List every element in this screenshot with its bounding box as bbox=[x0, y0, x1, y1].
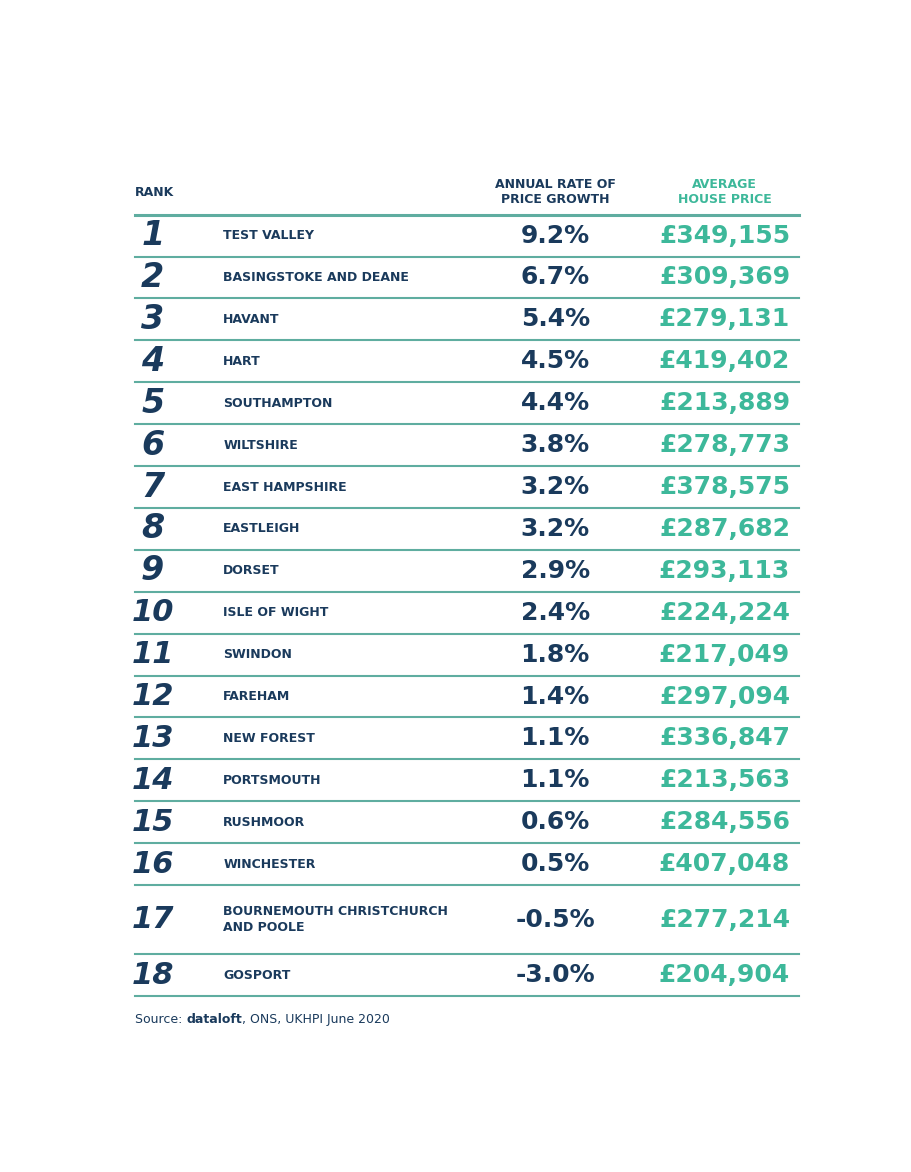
Text: £277,214: £277,214 bbox=[659, 907, 790, 932]
Text: £297,094: £297,094 bbox=[659, 684, 790, 709]
Text: 18: 18 bbox=[131, 961, 174, 989]
Text: ISLE OF WIGHT: ISLE OF WIGHT bbox=[223, 606, 329, 619]
Text: 16: 16 bbox=[131, 850, 174, 879]
Text: 0.5%: 0.5% bbox=[520, 852, 589, 877]
Text: £287,682: £287,682 bbox=[659, 517, 790, 541]
Text: £213,889: £213,889 bbox=[659, 391, 790, 415]
Text: £279,131: £279,131 bbox=[659, 307, 790, 332]
Text: WINCHESTER: WINCHESTER bbox=[223, 858, 316, 871]
Text: SWINDON: SWINDON bbox=[223, 648, 292, 661]
Text: £213,563: £213,563 bbox=[659, 769, 790, 792]
Text: HAVANT: HAVANT bbox=[223, 313, 280, 326]
Text: FAREHAM: FAREHAM bbox=[223, 690, 291, 703]
Text: 1.4%: 1.4% bbox=[520, 684, 589, 709]
Text: 6: 6 bbox=[141, 429, 164, 462]
Text: 5.4%: 5.4% bbox=[520, 307, 589, 332]
Text: EAST HAMPSHIRE: EAST HAMPSHIRE bbox=[223, 481, 347, 493]
Text: AVERAGE
HOUSE PRICE: AVERAGE HOUSE PRICE bbox=[678, 178, 772, 206]
Text: 3.8%: 3.8% bbox=[520, 434, 589, 457]
Text: HART: HART bbox=[223, 355, 261, 368]
Text: 3.2%: 3.2% bbox=[520, 517, 589, 541]
Text: £293,113: £293,113 bbox=[659, 559, 790, 582]
Text: 13: 13 bbox=[131, 724, 174, 752]
Text: £378,575: £378,575 bbox=[659, 475, 790, 499]
Text: NEW FOREST: NEW FOREST bbox=[223, 732, 315, 745]
Text: 0.6%: 0.6% bbox=[520, 810, 589, 834]
Text: 17: 17 bbox=[131, 905, 174, 934]
Text: EASTLEIGH: EASTLEIGH bbox=[223, 523, 301, 536]
Text: 2.9%: 2.9% bbox=[520, 559, 589, 582]
Text: £217,049: £217,049 bbox=[659, 642, 790, 667]
Text: £278,773: £278,773 bbox=[659, 434, 790, 457]
Text: DORSET: DORSET bbox=[223, 565, 280, 578]
Text: £284,556: £284,556 bbox=[659, 810, 790, 834]
Text: £407,048: £407,048 bbox=[659, 852, 790, 877]
Text: 2: 2 bbox=[141, 261, 164, 294]
Text: 1.1%: 1.1% bbox=[520, 727, 589, 750]
Text: £309,369: £309,369 bbox=[659, 266, 790, 289]
Text: RANK: RANK bbox=[135, 185, 174, 198]
Text: TEST VALLEY: TEST VALLEY bbox=[223, 229, 314, 243]
Text: 1: 1 bbox=[141, 219, 164, 252]
Text: 8: 8 bbox=[141, 512, 164, 545]
Text: PORTSMOUTH: PORTSMOUTH bbox=[223, 774, 322, 786]
Text: GOSPORT: GOSPORT bbox=[223, 969, 291, 982]
Text: 10: 10 bbox=[131, 598, 174, 627]
Text: 6.7%: 6.7% bbox=[520, 266, 589, 289]
Text: 4: 4 bbox=[141, 345, 164, 377]
Text: RUSHMOOR: RUSHMOOR bbox=[223, 816, 305, 829]
Text: 5: 5 bbox=[141, 387, 164, 420]
Text: BOURNEMOUTH CHRISTCHURCH
AND POOLE: BOURNEMOUTH CHRISTCHURCH AND POOLE bbox=[223, 905, 448, 934]
Text: dataloft: dataloft bbox=[187, 1013, 242, 1027]
Text: Source:: Source: bbox=[135, 1013, 187, 1027]
Text: 9.2%: 9.2% bbox=[520, 224, 589, 247]
Text: 1.8%: 1.8% bbox=[520, 642, 589, 667]
Text: 2.4%: 2.4% bbox=[520, 601, 589, 625]
Text: 3.2%: 3.2% bbox=[520, 475, 589, 499]
Text: 9: 9 bbox=[141, 554, 164, 587]
Text: 4.4%: 4.4% bbox=[520, 391, 589, 415]
Text: £336,847: £336,847 bbox=[659, 727, 790, 750]
Text: £419,402: £419,402 bbox=[659, 349, 790, 374]
Text: 1.1%: 1.1% bbox=[520, 769, 589, 792]
Text: 7: 7 bbox=[141, 470, 164, 504]
Text: 3: 3 bbox=[141, 302, 164, 336]
Text: 4.5%: 4.5% bbox=[520, 349, 589, 374]
Text: , ONS, UKHPI June 2020: , ONS, UKHPI June 2020 bbox=[242, 1013, 390, 1027]
Text: SOUTHAMPTON: SOUTHAMPTON bbox=[223, 396, 333, 410]
Text: £204,904: £204,904 bbox=[659, 963, 790, 987]
Text: 12: 12 bbox=[131, 682, 174, 711]
Text: 11: 11 bbox=[131, 640, 174, 669]
Text: -3.0%: -3.0% bbox=[516, 963, 595, 987]
Text: BASINGSTOKE AND DEANE: BASINGSTOKE AND DEANE bbox=[223, 271, 409, 284]
Text: -0.5%: -0.5% bbox=[516, 907, 595, 932]
Text: 14: 14 bbox=[131, 765, 174, 795]
Text: £224,224: £224,224 bbox=[659, 601, 790, 625]
Text: WILTSHIRE: WILTSHIRE bbox=[223, 438, 298, 451]
Text: ANNUAL RATE OF
PRICE GROWTH: ANNUAL RATE OF PRICE GROWTH bbox=[495, 178, 616, 206]
Text: 15: 15 bbox=[131, 808, 174, 837]
Text: £349,155: £349,155 bbox=[659, 224, 790, 247]
